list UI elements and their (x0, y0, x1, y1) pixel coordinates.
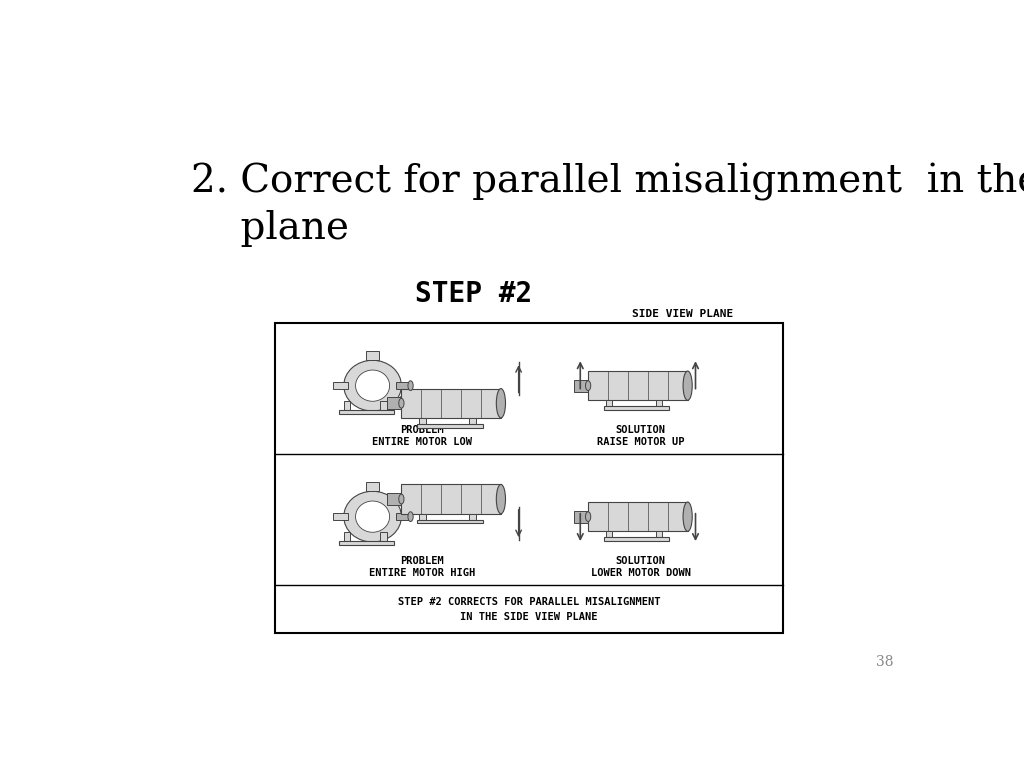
Bar (396, 382, 411, 389)
Ellipse shape (408, 511, 413, 521)
Text: 38: 38 (877, 655, 894, 669)
Ellipse shape (497, 389, 506, 418)
Text: SIDE VIEW PLANE: SIDE VIEW PLANE (632, 309, 733, 319)
Bar (381, 401, 387, 411)
Text: STEP #2 CORRECTS FOR PARALLEL MISALIGNMENT: STEP #2 CORRECTS FOR PARALLEL MISALIGNME… (397, 597, 660, 607)
Bar (401, 485, 501, 514)
Text: STEP #2: STEP #2 (415, 280, 531, 308)
Ellipse shape (398, 494, 404, 504)
Bar (339, 410, 393, 414)
Bar (604, 537, 670, 541)
Bar (274, 323, 782, 634)
Bar (573, 380, 588, 392)
Ellipse shape (497, 485, 506, 514)
Text: SOLUTION
RAISE MOTOR UP: SOLUTION RAISE MOTOR UP (597, 425, 684, 447)
Bar (606, 531, 612, 539)
Ellipse shape (683, 502, 692, 531)
Text: PROBLEM
ENTIRE MOTOR HIGH: PROBLEM ENTIRE MOTOR HIGH (370, 556, 475, 578)
Bar (588, 502, 688, 531)
Ellipse shape (355, 501, 389, 532)
Bar (417, 520, 482, 524)
Bar (419, 514, 426, 521)
Bar (588, 371, 688, 400)
Ellipse shape (398, 399, 404, 408)
Text: 2. Correct for parallel misalignment  in the side view
    plane: 2. Correct for parallel misalignment in … (191, 163, 1024, 247)
Bar (401, 389, 501, 418)
Bar (387, 493, 401, 505)
Bar (573, 511, 588, 522)
Bar (366, 482, 379, 492)
Bar (339, 541, 393, 545)
Ellipse shape (355, 370, 389, 401)
Bar (469, 418, 475, 425)
Text: PROBLEM
ENTIRE MOTOR LOW: PROBLEM ENTIRE MOTOR LOW (373, 425, 472, 447)
Bar (387, 397, 401, 409)
Bar (333, 382, 348, 389)
Bar (655, 531, 663, 539)
Bar (606, 400, 612, 408)
Bar (655, 400, 663, 408)
Bar (396, 513, 411, 520)
Ellipse shape (586, 511, 591, 521)
Bar (417, 424, 482, 428)
Ellipse shape (683, 371, 692, 400)
Ellipse shape (408, 381, 413, 391)
Bar (344, 401, 350, 411)
Bar (604, 406, 670, 410)
Bar (469, 514, 475, 521)
Text: SOLUTION
LOWER MOTOR DOWN: SOLUTION LOWER MOTOR DOWN (591, 556, 690, 578)
Bar (419, 418, 426, 425)
Text: IN THE SIDE VIEW PLANE: IN THE SIDE VIEW PLANE (460, 612, 598, 622)
Bar (381, 532, 387, 542)
Bar (366, 350, 379, 360)
Bar (333, 513, 348, 520)
Ellipse shape (344, 360, 401, 411)
Ellipse shape (586, 381, 591, 391)
Ellipse shape (344, 492, 401, 542)
Bar (344, 532, 350, 542)
